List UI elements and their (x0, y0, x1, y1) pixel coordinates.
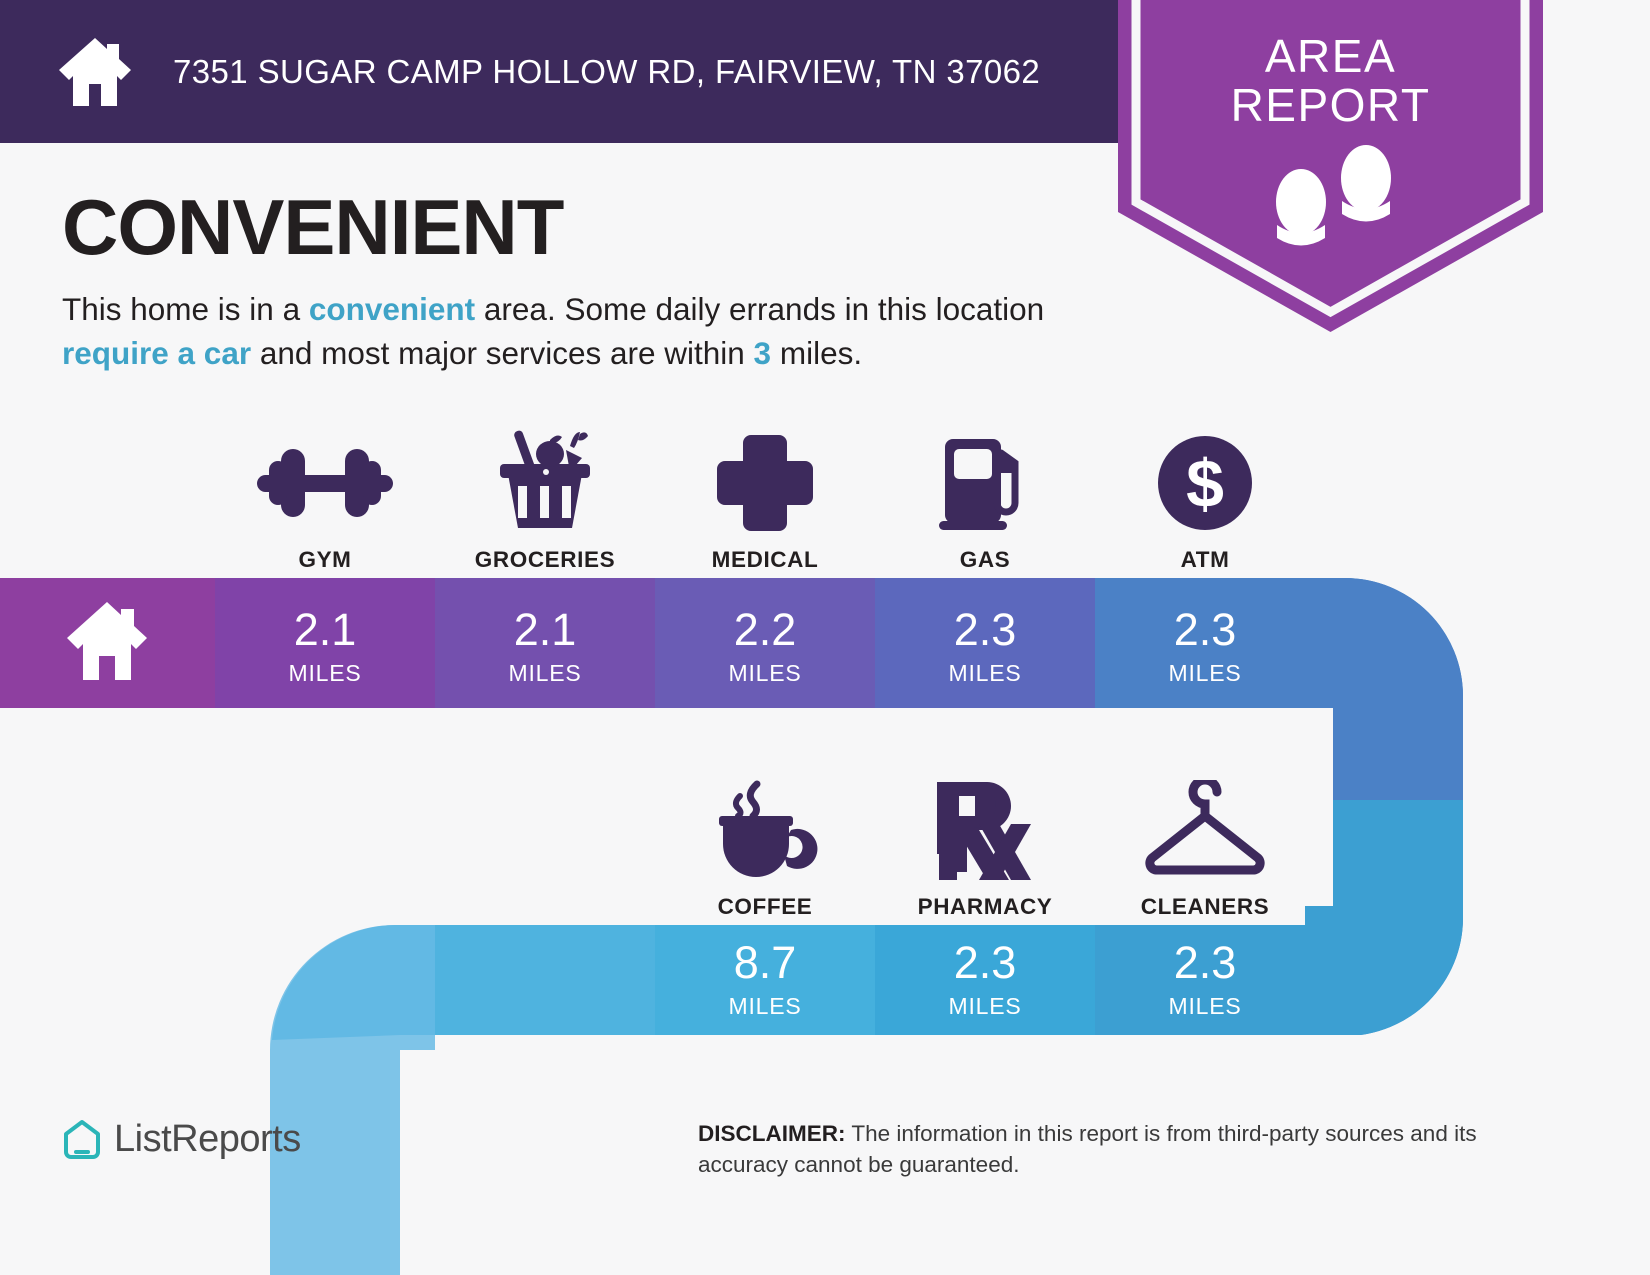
house-icon (55, 36, 135, 108)
value-unit: MILES (288, 660, 362, 686)
value-unit: MILES (728, 993, 802, 1019)
summary-part-3: and most major services are within (251, 334, 754, 371)
value-unit: MILES (1168, 660, 1242, 686)
home-marker-icon (62, 600, 152, 682)
amenity-label: GROCERIES (474, 547, 616, 572)
value-number: 8.7 (733, 937, 797, 988)
disclaimer-label: DISCLAIMER: (698, 1121, 846, 1146)
summary-text: This home is in a convenient area. Some … (62, 288, 1082, 376)
listreports-logo: ListReports (62, 1118, 301, 1161)
value-number: 2.2 (733, 604, 797, 655)
cross-icon (655, 425, 875, 533)
area-report-badge: AREA REPORT (1118, 0, 1543, 332)
summary-part-4: miles. (771, 334, 863, 371)
amenity-atm: $ ATM (1095, 425, 1315, 573)
value-gym: 2.1 MILES (215, 607, 435, 687)
value-cleaners: 2.3 MILES (1095, 940, 1315, 1020)
value-unit: MILES (948, 993, 1022, 1019)
hanger-icon (1095, 772, 1315, 880)
summary-highlight-convenient: convenient (308, 291, 476, 327)
amenity-gas: GAS (875, 425, 1095, 573)
footprints-icon (1276, 145, 1391, 246)
value-number: 2.3 (953, 937, 1017, 988)
value-coffee: 8.7 MILES (655, 940, 875, 1020)
dollar-circle-icon: $ (1095, 425, 1315, 533)
logo-wordmark: ListReports (114, 1118, 301, 1160)
disclaimer-text: DISCLAIMER: The information in this repo… (698, 1118, 1518, 1180)
disclaimer-body: The information in this report is from t… (698, 1121, 1477, 1178)
amenity-medical: MEDICAL (655, 425, 875, 573)
value-unit: MILES (728, 660, 802, 686)
amenity-label: PHARMACY (917, 894, 1053, 919)
house-outline-icon (62, 1119, 102, 1161)
amenity-label: GAS (959, 547, 1011, 572)
summary-part-1: This home is in a (62, 291, 309, 327)
amenity-label: COFFEE (717, 894, 813, 919)
value-number: 2.3 (953, 604, 1017, 655)
value-unit: MILES (948, 660, 1022, 686)
value-number: 2.3 (1173, 937, 1237, 988)
badge-title: AREA REPORT (1118, 32, 1543, 130)
value-medical: 2.2 MILES (655, 607, 875, 687)
amenity-label: CLEANERS (1140, 894, 1270, 919)
value-number: 2.3 (1173, 604, 1237, 655)
badge-line-2: REPORT (1230, 78, 1431, 131)
amenity-gym: GYM (215, 425, 435, 573)
property-address: 7351 SUGAR CAMP HOLLOW RD, FAIRVIEW, TN … (173, 52, 1041, 90)
summary-part-2: area. Some daily errands in this locatio… (475, 291, 1045, 327)
value-number: 2.1 (513, 604, 577, 655)
amenity-pharmacy: PHARMACY (875, 772, 1095, 920)
value-number: 2.1 (293, 604, 357, 655)
value-groceries: 2.1 MILES (435, 607, 655, 687)
amenity-coffee: COFFEE (655, 772, 875, 920)
basket-icon (435, 425, 655, 533)
rx-icon (875, 772, 1095, 880)
svg-text:$: $ (1186, 446, 1224, 522)
amenity-label: ATM (1180, 547, 1230, 572)
value-unit: MILES (508, 660, 582, 686)
dumbbell-icon (215, 425, 435, 533)
amenity-label: MEDICAL (711, 547, 819, 572)
badge-line-1: AREA (1264, 30, 1397, 82)
page-title: CONVENIENT (62, 183, 564, 271)
value-gas: 2.3 MILES (875, 607, 1095, 687)
amenity-groceries: GROCERIES (435, 425, 655, 573)
amenity-cleaners: CLEANERS (1095, 772, 1315, 920)
header-bar: 7351 SUGAR CAMP HOLLOW RD, FAIRVIEW, TN … (0, 0, 1220, 143)
value-atm: 2.3 MILES (1095, 607, 1315, 687)
amenity-label: GYM (298, 547, 352, 572)
gas-pump-icon (875, 425, 1095, 533)
value-pharmacy: 2.3 MILES (875, 940, 1095, 1020)
coffee-icon (655, 772, 875, 880)
summary-highlight-miles: 3 (753, 334, 772, 371)
summary-highlight-require-car: require a car (62, 334, 252, 371)
value-unit: MILES (1168, 993, 1242, 1019)
